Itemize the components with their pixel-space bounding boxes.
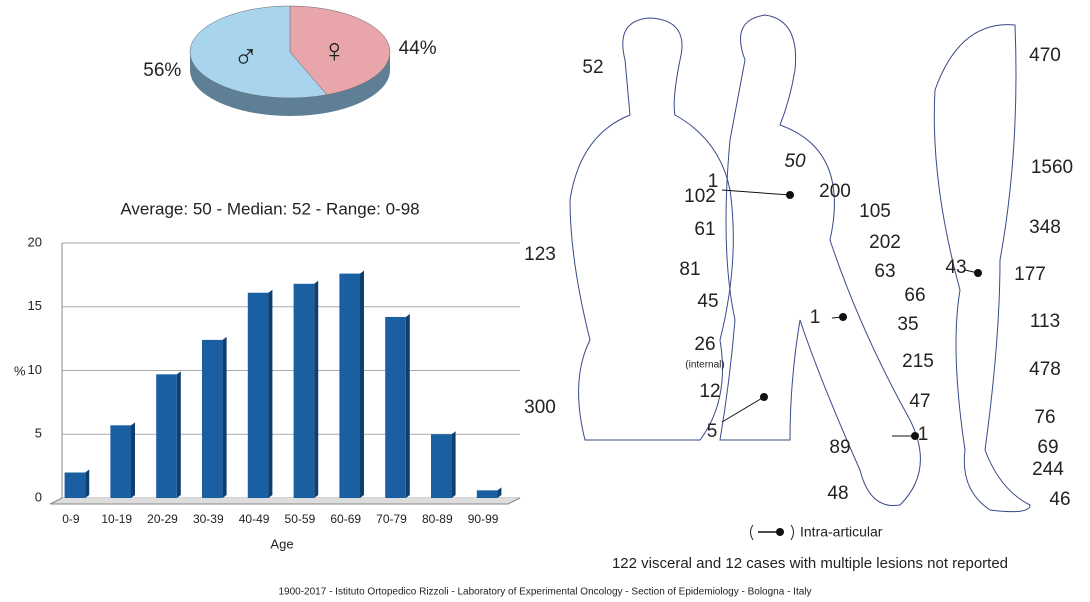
legend-text: Intra-articular (800, 524, 883, 540)
joint-dot (760, 393, 768, 401)
x-tick-label: 80-89 (422, 512, 453, 526)
diagram-label: 46 (1049, 489, 1070, 510)
diagram-label: 123 (524, 244, 556, 265)
y-tick-label: 15 (28, 298, 42, 313)
joint-dot (786, 191, 794, 199)
diagram-label: 200 (819, 181, 851, 202)
y-tick-label: 0 (35, 489, 42, 504)
diagram-label: 63 (874, 261, 895, 282)
note: 122 visceral and 12 cases with multiple … (612, 555, 1008, 572)
bar-side (451, 431, 456, 498)
pie-slice (289, 5, 391, 96)
bar (339, 273, 361, 498)
bar-side (176, 371, 181, 498)
y-axis-label: % (14, 363, 26, 378)
diagram-label: 215 (902, 351, 934, 372)
joint-dot (839, 313, 847, 321)
pie-symbol: ♀ (321, 32, 347, 70)
bar-side (497, 487, 502, 498)
bar (156, 374, 177, 498)
diagram-label: 89 (829, 437, 850, 458)
diagram-label: 244 (1032, 459, 1064, 480)
leader (721, 189, 791, 196)
diagram-label: 81 (679, 259, 700, 280)
x-tick-label: 0-9 (62, 512, 80, 526)
bar-side (314, 280, 319, 498)
leader (721, 396, 765, 423)
bar-side (360, 270, 365, 498)
diagram-label: 26 (694, 334, 715, 355)
diagram-label: 48 (827, 483, 848, 504)
bar-side (405, 313, 410, 498)
x-tick-label: 70-79 (376, 512, 407, 526)
chart-title: Average: 50 - Median: 52 - Range: 0-98 (120, 199, 419, 218)
x-axis-label: Age (270, 536, 293, 551)
bar-side (131, 422, 136, 498)
y-tick-label: 5 (35, 426, 42, 441)
y-tick-label: 20 (28, 234, 42, 249)
diagram-label: 1 (708, 171, 719, 192)
diagram-label: 35 (897, 314, 918, 335)
diagram-label: 61 (694, 219, 715, 240)
bar (476, 490, 498, 498)
bar-side (85, 469, 90, 498)
x-tick-label: 90-99 (468, 512, 499, 526)
diagram-label: 105 (859, 201, 891, 222)
diagram-label: 69 (1037, 437, 1058, 458)
pie-slice (189, 5, 328, 99)
diagram-label: 52 (582, 57, 603, 78)
footer: 1900-2017 - Istituto Ortopedico Rizzoli … (278, 587, 811, 598)
diagram-label: 300 (524, 397, 556, 418)
diagram-label: 45 (697, 291, 718, 312)
bar (385, 316, 406, 498)
bar (64, 472, 86, 498)
bar (430, 434, 452, 498)
bar (247, 292, 269, 498)
diagram-label: 50 (784, 151, 806, 172)
diagram-label: 5 (707, 421, 718, 442)
bar (293, 283, 315, 498)
diagram-label: 43 (945, 257, 966, 278)
diagram-label: 202 (869, 232, 901, 253)
x-tick-label: 10-19 (101, 512, 132, 526)
diagram-label: 47 (909, 391, 930, 412)
joint-dot (974, 269, 982, 277)
body-outlines (569, 14, 1031, 513)
x-tick-label: 50-59 (285, 512, 316, 526)
floor (49, 497, 521, 505)
x-tick-label: 20-29 (147, 512, 178, 526)
diagram-label: 1 (810, 307, 821, 328)
diagram-label: 113 (1030, 311, 1060, 332)
diagram-label: 102 (684, 186, 716, 207)
internal-note: (internal) (685, 360, 724, 371)
diagram-label: 1 (918, 424, 929, 445)
pie-value-label: 56% (143, 60, 181, 81)
joint-dot (911, 432, 919, 440)
bar-side (222, 336, 227, 498)
x-tick-label: 30-39 (193, 512, 224, 526)
y-tick-label: 10 (28, 362, 42, 377)
pie-symbol: ♂ (233, 38, 259, 76)
bar (110, 425, 132, 498)
diagram-label: 478 (1029, 359, 1061, 380)
pie-value-label: 44% (399, 38, 437, 59)
x-tick-label: 40-49 (239, 512, 270, 526)
diagram-label: 66 (904, 285, 925, 306)
bar-side (268, 289, 273, 498)
diagram-label: 76 (1034, 407, 1055, 428)
diagram-label: 12 (699, 381, 720, 402)
x-tick-label: 60-69 (330, 512, 361, 526)
diagram-label: 177 (1014, 264, 1046, 285)
diagram-label: 1560 (1031, 157, 1073, 178)
bar (201, 339, 223, 498)
legend-parens (750, 524, 794, 541)
diagram-label: 470 (1029, 45, 1061, 66)
diagram-label: 348 (1029, 217, 1061, 238)
